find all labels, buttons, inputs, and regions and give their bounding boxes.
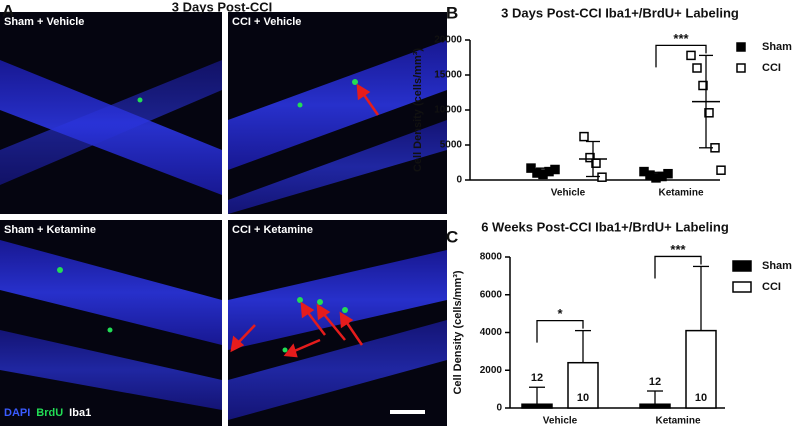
panel-label: B — [446, 3, 458, 22]
legend-label: CCI — [762, 62, 781, 74]
data-point — [716, 165, 726, 175]
n-label: 12 — [531, 372, 543, 384]
legend-label: CCI — [762, 281, 781, 293]
legend-swatch — [736, 63, 746, 73]
data-point — [579, 131, 589, 142]
legend-swatch — [732, 260, 752, 272]
bar — [639, 403, 671, 409]
y-tick-label: 0 — [456, 175, 462, 186]
bar — [567, 361, 599, 409]
data-point — [686, 50, 696, 61]
data-point — [704, 108, 714, 118]
y-tick-label: 20000 — [434, 35, 462, 46]
stain-label: DAPI — [4, 407, 30, 419]
y-tick-label: 6000 — [480, 289, 503, 300]
chart-title: 3 Days Post-CCI Iba1+/BrdU+ Labeling — [501, 5, 739, 20]
n-label: 10 — [577, 392, 589, 404]
legend-swatch — [736, 42, 746, 52]
micrograph — [228, 220, 447, 426]
legend-swatch — [732, 281, 752, 293]
data-point — [526, 163, 536, 173]
image-label: CCI + Ketamine — [232, 224, 313, 236]
x-tick-label: Ketamine — [655, 416, 700, 426]
y-tick-label: 0 — [496, 403, 502, 414]
x-tick-label: Vehicle — [543, 416, 578, 426]
x-tick-label: Vehicle — [551, 188, 586, 199]
stain-label: BrdU — [36, 407, 63, 419]
data-point — [663, 168, 673, 179]
significance-label: *** — [673, 31, 689, 46]
y-tick-label: 10000 — [434, 105, 462, 116]
n-label: 10 — [695, 392, 707, 404]
significance-bracket — [655, 44, 707, 68]
data-point — [585, 152, 595, 163]
bar — [685, 329, 717, 409]
panel-label: C — [446, 227, 458, 246]
data-point — [692, 63, 702, 73]
arrows — [230, 83, 380, 358]
micrograph — [228, 12, 447, 214]
chart-title: 6 Weeks Post-CCI Iba1+/BrdU+ Labeling — [481, 219, 729, 234]
panel-label: A — [2, 1, 14, 20]
significance-label: * — [557, 306, 563, 321]
micrograph — [0, 220, 222, 426]
panel-title: 3 Days Post-CCI — [172, 0, 272, 14]
legend-label: Sham — [762, 260, 792, 272]
significance-label: *** — [670, 242, 686, 257]
micrograph — [0, 12, 222, 214]
y-tick-label: 15000 — [434, 70, 462, 81]
significance-bracket — [654, 255, 702, 279]
significance-bracket — [536, 319, 584, 343]
n-label: 12 — [649, 376, 661, 388]
image-label: CCI + Vehicle — [232, 16, 301, 28]
y-tick-label: 5000 — [440, 140, 463, 151]
y-axis-label: Cell Density (cells/mm³) — [452, 270, 464, 394]
x-tick-label: Ketamine — [658, 188, 703, 199]
bar — [521, 403, 553, 409]
y-tick-label: 2000 — [480, 365, 503, 376]
image-label: Sham + Ketamine — [4, 224, 96, 236]
data-point — [550, 164, 560, 175]
image-label: Sham + Vehicle — [4, 16, 84, 28]
y-tick-label: 4000 — [480, 327, 503, 338]
data-point — [698, 80, 708, 91]
y-tick-label: 8000 — [480, 252, 503, 263]
brdu-cells — [57, 79, 358, 353]
legend-label: Sham — [762, 41, 792, 53]
data-point — [597, 172, 607, 182]
y-axis-label: Cell Density (cells/mm³) — [412, 48, 424, 172]
stain-label: Iba1 — [69, 407, 91, 419]
